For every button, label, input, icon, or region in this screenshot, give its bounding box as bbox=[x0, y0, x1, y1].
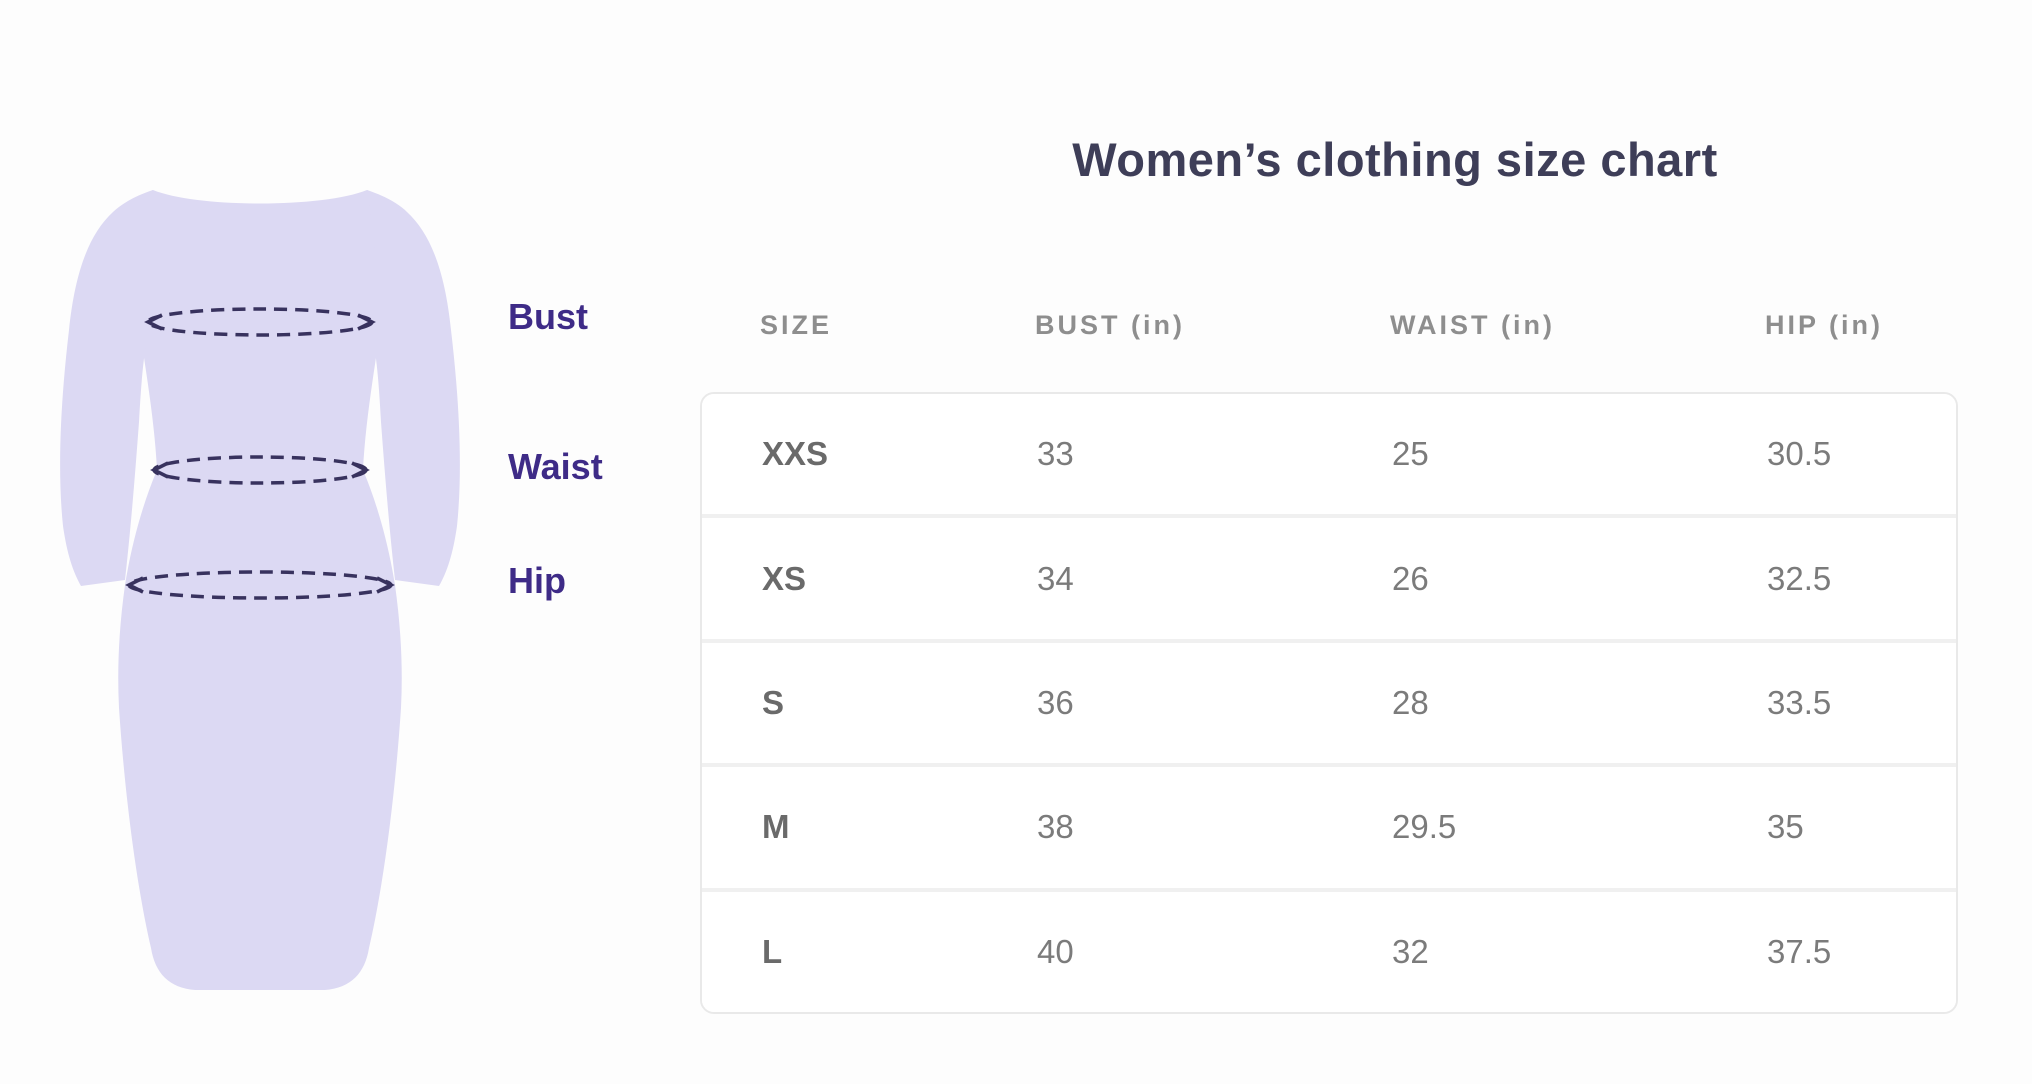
size-cell: M bbox=[762, 808, 790, 846]
hip-cell: 35 bbox=[1767, 808, 1804, 846]
size-cell: S bbox=[762, 684, 785, 722]
dress-figure-svg bbox=[60, 190, 460, 990]
hip-cell: 37.5 bbox=[1767, 932, 1832, 970]
waist-measure-line bbox=[150, 455, 370, 485]
waist-cell: 26 bbox=[1392, 559, 1429, 597]
size-cell: XS bbox=[762, 559, 807, 597]
table-row: XS 34 26 32.5 bbox=[702, 514, 1956, 639]
dress-body-shape bbox=[118, 190, 402, 990]
waist-cell: 25 bbox=[1392, 435, 1429, 473]
size-cell: XXS bbox=[762, 435, 829, 473]
bust-cell: 38 bbox=[1037, 808, 1074, 846]
table-row: L 40 32 37.5 bbox=[702, 887, 1956, 1012]
dress-illustration bbox=[55, 146, 470, 1016]
dress-left-sleeve bbox=[60, 190, 153, 586]
size-table: XXS 33 25 30.5 XS 34 26 32.5 S 36 28 33.… bbox=[700, 392, 1958, 1014]
table-row: S 36 28 33.5 bbox=[702, 638, 1956, 764]
column-header-waist: WAIST (in) bbox=[1390, 310, 1555, 340]
dress-right-sleeve bbox=[367, 190, 460, 586]
bust-cell: 40 bbox=[1037, 932, 1074, 970]
size-cell: L bbox=[762, 932, 783, 970]
waist-cell: 32 bbox=[1392, 932, 1429, 970]
table-row: XXS 33 25 30.5 bbox=[702, 394, 1956, 515]
bust-measure-line bbox=[144, 307, 376, 337]
bust-cell: 36 bbox=[1037, 684, 1074, 722]
table-row: M 38 29.5 35 bbox=[702, 763, 1956, 888]
waist-cell: 28 bbox=[1392, 684, 1429, 722]
column-header-hip: HIP (in) bbox=[1765, 310, 1883, 340]
hip-cell: 33.5 bbox=[1767, 684, 1832, 722]
page-title: Women’s clothing size chart bbox=[1072, 133, 1718, 186]
hip-measure-line bbox=[125, 570, 395, 600]
bust-cell: 33 bbox=[1037, 435, 1074, 473]
waist-cell: 29.5 bbox=[1392, 808, 1457, 846]
hip-label: Hip bbox=[508, 560, 566, 601]
bust-label: Bust bbox=[508, 296, 588, 337]
waist-label: Waist bbox=[508, 446, 603, 487]
column-header-bust: BUST (in) bbox=[1035, 310, 1185, 340]
size-table-header: SIZE BUST (in) WAIST (in) HIP (in) bbox=[700, 310, 1958, 341]
hip-cell: 30.5 bbox=[1767, 435, 1832, 473]
column-header-size: SIZE bbox=[760, 310, 833, 340]
hip-cell: 32.5 bbox=[1767, 559, 1832, 597]
bust-cell: 34 bbox=[1037, 559, 1074, 597]
